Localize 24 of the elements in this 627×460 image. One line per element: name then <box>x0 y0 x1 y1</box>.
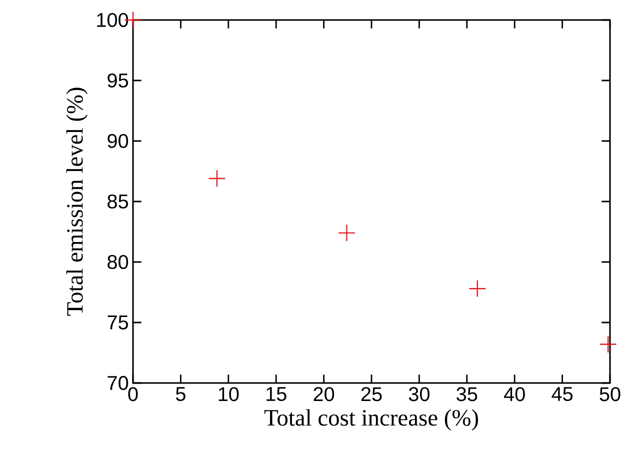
x-tick-label: 50 <box>600 387 620 402</box>
y-tick-label: 70 <box>108 376 128 390</box>
x-tick-label: 5 <box>176 387 186 402</box>
point <box>338 224 356 242</box>
x-tick-label: 40 <box>504 387 525 402</box>
x-tick-label: 20 <box>314 387 334 402</box>
y-tick-label: 75 <box>108 316 128 330</box>
y-tick-label: 90 <box>108 134 128 148</box>
x-tick-label: 25 <box>361 387 382 402</box>
x-tick-label: 45 <box>552 387 573 402</box>
point <box>208 170 226 188</box>
y-tick-label: 85 <box>108 194 128 209</box>
point <box>599 335 617 354</box>
x-tick-label: 35 <box>456 387 478 402</box>
y-tick-label: 80 <box>108 254 128 270</box>
y-tick-label: 95 <box>108 73 128 88</box>
x-tick-label: 0 <box>128 387 138 402</box>
x-tick-label: 10 <box>218 387 239 402</box>
y-tick-label: 100 <box>97 12 128 28</box>
x-tick-label: 30 <box>408 387 430 402</box>
x-tick-label: 15 <box>266 387 286 402</box>
y-axis-title: Total emission level (%) <box>66 88 88 316</box>
point <box>468 280 486 298</box>
x-axis-title: Total cost increase (%) <box>264 409 478 431</box>
